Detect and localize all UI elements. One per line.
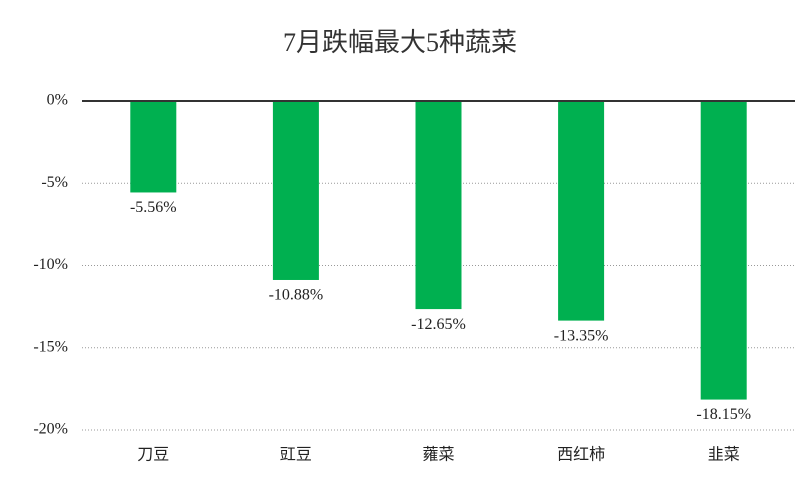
x-tick-label: 豇豆 [280,447,312,464]
y-tick-label: -10% [33,256,68,273]
y-tick-label: -5% [41,174,68,191]
y-tick-label: -15% [33,338,68,355]
value-label: -5.56% [130,199,177,216]
value-label: -13.35% [554,327,609,344]
bar [558,101,605,321]
x-tick-label: 西红柿 [557,446,605,464]
value-label: -12.65% [411,316,466,333]
value-label: -18.15% [696,406,751,423]
bar [130,101,177,193]
x-tick-label: 蕹菜 [422,446,454,464]
bar [700,101,747,400]
bar [415,101,462,310]
bar [272,101,319,280]
x-tick-label: 刀豆 [137,447,169,464]
value-label: -10.88% [269,287,324,304]
y-tick-label: 0% [47,92,68,109]
x-tick-label: 韭菜 [708,446,740,464]
chart-title: 7月跌幅最大5种蔬菜 [283,28,517,57]
y-tick-label: -20% [33,421,68,438]
